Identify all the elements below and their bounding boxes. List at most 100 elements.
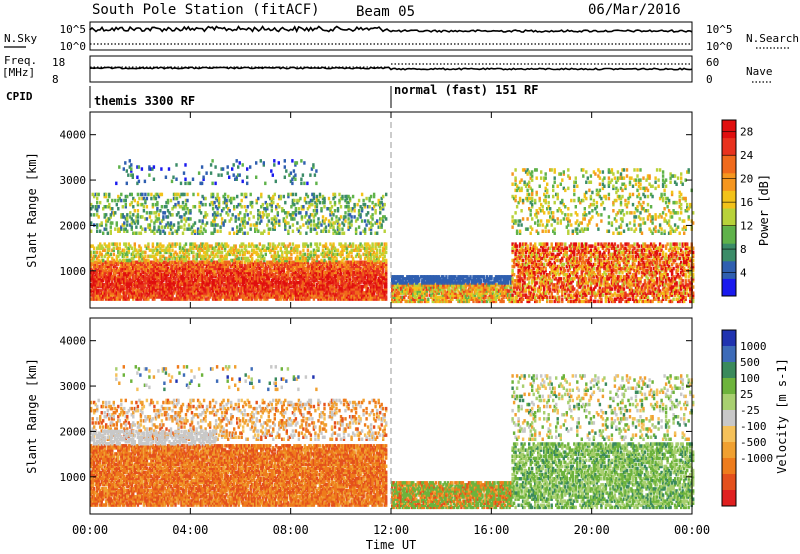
data-cell: [135, 291, 138, 295]
data-cell: [204, 256, 207, 261]
data-cell: [308, 274, 311, 279]
data-cell: [132, 289, 135, 293]
data-cell: [297, 293, 301, 297]
data-cell: [109, 213, 112, 217]
data-cell: [365, 295, 368, 299]
data-cell: [236, 194, 239, 199]
data-cell: [130, 293, 133, 297]
data-cell: [242, 231, 245, 235]
data-cell: [267, 281, 270, 285]
data-cell: [270, 209, 273, 213]
data-cell: [353, 262, 356, 267]
data-cell: [233, 264, 236, 269]
data-cell: [249, 227, 252, 231]
data-cell: [121, 252, 124, 257]
data-cell: [263, 274, 266, 279]
data-cell: [347, 268, 350, 273]
data-cell: [142, 256, 146, 261]
data-cell: [163, 266, 167, 271]
data-cell: [342, 244, 346, 248]
data-cell: [133, 262, 136, 267]
data-cell: [144, 291, 147, 295]
data-cell: [120, 215, 123, 219]
data-cell: [302, 268, 305, 273]
data-cell: [341, 291, 344, 295]
data-cell: [136, 250, 140, 255]
data-cell: [249, 165, 252, 169]
data-cell: [207, 244, 210, 248]
data-cell: [162, 274, 165, 279]
data-cell: [347, 293, 350, 297]
data-cell: [219, 270, 222, 275]
data-cell: [232, 173, 235, 177]
data-cell: [193, 268, 197, 273]
data-cell: [372, 291, 376, 295]
data-cell: [243, 272, 246, 277]
data-cell: [242, 268, 245, 273]
data-cell: [306, 262, 310, 267]
data-cell: [320, 209, 323, 213]
data-cell: [133, 248, 136, 252]
data-cell: [124, 283, 127, 287]
data-cell: [238, 173, 241, 177]
data-cell: [353, 248, 356, 252]
data-cell: [287, 264, 290, 269]
data-cell: [198, 262, 201, 267]
data-cell: [234, 219, 237, 223]
data-cell: [214, 278, 218, 283]
data-cell: [180, 274, 183, 279]
data-cell: [263, 268, 266, 273]
data-cell: [91, 270, 94, 275]
data-cell: [371, 272, 374, 277]
data-cell: [242, 272, 245, 277]
data-cell: [90, 244, 93, 248]
data-cell: [138, 196, 141, 201]
data-cell: [217, 200, 221, 205]
data-cell: [187, 181, 190, 186]
data-cell: [344, 276, 347, 281]
data-cell: [91, 256, 94, 261]
data-cell: [117, 295, 120, 299]
data-cell: [159, 246, 162, 250]
data-cell: [360, 295, 364, 299]
data-cell: [251, 258, 254, 263]
data-cell: [369, 225, 373, 229]
data-cell: [379, 221, 382, 225]
data-cell: [150, 254, 153, 259]
data-cell: [112, 289, 115, 293]
data-cell: [106, 217, 109, 221]
data-cell: [133, 209, 136, 213]
data-cell: [166, 266, 170, 271]
data-cell: [141, 285, 144, 289]
data-cell: [288, 256, 292, 261]
data-cell: [154, 276, 158, 281]
data-cell: [252, 274, 255, 279]
data-cell: [338, 291, 341, 295]
data-cell: [112, 276, 115, 281]
data-cell: [127, 291, 130, 295]
data-cell: [205, 250, 209, 255]
data-cell: [240, 276, 243, 281]
data-cell: [314, 242, 317, 246]
data-cell: [216, 250, 219, 255]
data-cell: [254, 295, 257, 299]
data-cell: [102, 231, 105, 235]
data-cell: [103, 295, 106, 299]
data-cell: [332, 287, 335, 291]
data-cell: [216, 291, 219, 295]
data-cell: [168, 278, 171, 283]
data-cell: [210, 285, 213, 289]
data-cell: [112, 295, 115, 299]
data-cell: [120, 272, 123, 277]
data-cell: [348, 244, 352, 248]
data-cell: [333, 260, 337, 264]
data-cell: [166, 295, 170, 299]
data-cell: [245, 293, 248, 297]
data-cell: [243, 215, 246, 219]
data-cell: [184, 270, 188, 275]
data-cell: [117, 227, 120, 231]
data-cell: [219, 289, 222, 293]
data-cell: [166, 297, 170, 301]
data-cell: [231, 276, 234, 281]
data-cell: [141, 289, 144, 293]
